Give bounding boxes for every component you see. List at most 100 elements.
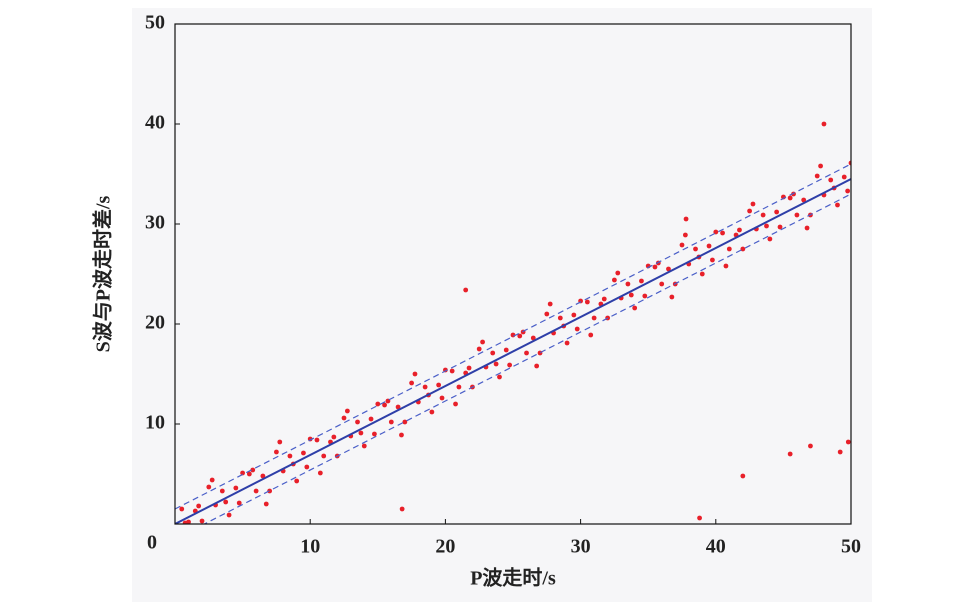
scatter-point [233,485,239,491]
scatter-point [682,232,688,238]
y-tick-label: 50 [145,12,165,34]
scatter-point [395,404,401,410]
scatter-point [372,431,377,437]
scatter-point [571,312,577,318]
y-tick-label: 30 [145,212,165,234]
x-tick-label: 40 [706,536,726,558]
scatter-point [314,437,320,443]
scatter-point [507,362,513,368]
scatter-point [358,430,364,436]
scatter-point [480,339,485,345]
scatter-point [601,296,607,302]
scatter-point [287,453,293,459]
y-tick-label: 0 [147,532,157,554]
scatter-point [544,311,550,317]
scatter-point [841,174,847,180]
scatter-point [760,212,766,218]
scatter-point [399,506,405,512]
scatter-point [263,501,269,507]
scatter-point [659,281,665,287]
scatter-point [530,335,536,341]
scatter-point [277,439,283,445]
y-axis-label: S波与P波走时差/s [91,195,115,352]
scatter-point [679,242,685,248]
x-axis-label: P波走时/s [470,566,556,590]
scatter-point [750,201,756,207]
scatter-point [375,401,381,407]
scatter-point [837,449,843,455]
scatter-point [341,415,347,421]
scatter-point [490,350,496,356]
scatter-point [219,488,225,494]
scatter-point [331,434,337,440]
scatter-point [845,188,851,194]
scatter-point [706,243,712,249]
x-tick-label: 30 [571,536,591,558]
scatter-point [699,271,705,277]
scatter-point [199,518,205,524]
scatter-point [808,443,813,449]
scatter-point [301,450,306,456]
scatter-point [588,332,594,338]
scatter-point [267,488,273,494]
scatter-point [534,363,540,369]
scatter-point [236,500,242,506]
scatter-point [466,365,472,371]
scatter-point [463,287,469,293]
x-tick-label: 20 [435,536,455,558]
plot-area [175,121,851,524]
scatter-point [179,506,185,512]
lower-bound-line [203,193,851,524]
scatter-point [697,515,702,521]
scatter-point [321,453,327,459]
scatter-point [250,467,256,473]
scatter-point [493,361,499,367]
scatter-point [669,294,675,300]
scatter-point [612,277,617,283]
scatter-point [740,473,746,479]
scatter-point [628,292,634,298]
y-tick-label: 20 [145,312,165,334]
scatter-point [402,419,408,425]
scatter-point [547,301,553,307]
scatter-point [382,402,387,408]
upper-bound-line [175,163,851,510]
scatter-point [814,173,820,179]
scatter-point [683,216,689,222]
scatter-point [206,484,212,490]
y-tick-label: 10 [145,412,165,434]
scatter-point [584,299,590,305]
scatter-point [317,470,323,476]
scatter-point [412,371,418,377]
scatter-point [246,471,252,477]
scatter-point [801,197,807,203]
scatter-point [436,382,442,388]
scatter-point [226,512,232,518]
scatter-point [209,477,215,483]
scatter-point [720,230,725,236]
scatter-point [835,202,840,208]
scatter-point [804,225,810,231]
scatter-point [821,121,827,127]
scatter-point [368,416,374,422]
scatter-point [253,488,259,494]
scatter-point [591,315,597,321]
scatter-point [726,246,732,252]
scatter-point [517,333,523,339]
scatter-point [845,439,851,445]
scatter-point [294,478,300,484]
scatter-point [625,281,631,287]
scatter-point [240,470,246,476]
scatter-point [399,432,404,438]
axes-frame [174,23,852,525]
scatter-point [828,177,834,183]
scatter-point [344,408,350,414]
scatter-point [196,503,202,509]
scatter-point [524,350,529,356]
scatter-point [449,368,455,374]
scatter-point [422,384,428,390]
scatter-point [476,346,482,352]
scatter-point [304,464,310,470]
